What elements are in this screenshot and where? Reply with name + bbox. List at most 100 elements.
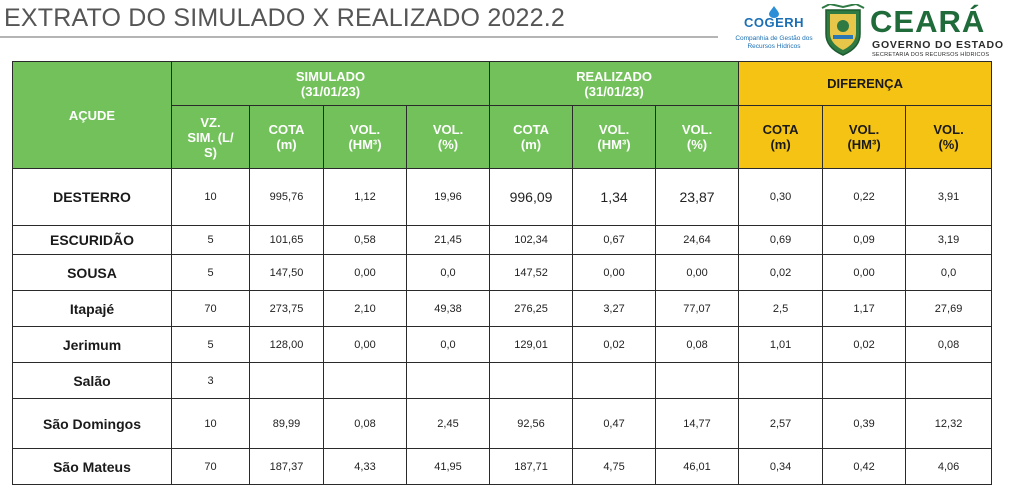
sim-pct-cell: 49,38 bbox=[405, 290, 491, 327]
dif-cota-cell: 2,57 bbox=[738, 398, 824, 449]
dif-vol-cell: 1,17 bbox=[822, 290, 907, 327]
cogerh-wordmark: COGERH bbox=[743, 15, 805, 30]
page-title: EXTRATO DO SIMULADO X REALIZADO 2022.2 bbox=[4, 4, 566, 32]
real-pct-cell: 46,01 bbox=[655, 448, 740, 485]
cogerh-subtitle: Companhia de Gestão dos Recursos Hídrico… bbox=[735, 35, 813, 50]
header-dif-cota: COTA (m) bbox=[738, 105, 824, 169]
dif-pct-cell: 27,69 bbox=[905, 290, 993, 327]
sim-vol-cell: 4,33 bbox=[323, 448, 407, 485]
real-vol-cell: 0,47 bbox=[572, 398, 657, 449]
sim-cota-cell: 101,65 bbox=[249, 225, 324, 255]
real-pct-cell: 24,64 bbox=[655, 225, 740, 255]
header-realizado: REALIZADO (31/01/23) bbox=[489, 61, 740, 106]
header-simulado: SIMULADO (31/01/23) bbox=[170, 61, 491, 106]
dif-cota-cell: 2,5 bbox=[738, 290, 824, 327]
header-real-vol-pct: VOL. (%) bbox=[655, 105, 740, 169]
table-row: SOUSA 5 147,50 0,00 0,0 147,52 0,00 0,00… bbox=[12, 254, 993, 291]
real-vol-cell bbox=[572, 362, 657, 399]
sim-vol-cell: 0,00 bbox=[323, 326, 407, 363]
sub-header-row: VZ. SIM. (L/ S) COTA (m) VOL. (HM³) VOL.… bbox=[13, 105, 993, 169]
ceara-government-label: GOVERNO DO ESTADO bbox=[872, 39, 1004, 51]
real-pct-cell: 14,77 bbox=[655, 398, 740, 449]
dif-vol-cell: 0,22 bbox=[822, 168, 907, 226]
sim-vol-cell: 1,12 bbox=[323, 168, 407, 226]
real-cota-cell: 102,34 bbox=[489, 225, 574, 255]
sim-cota-cell bbox=[249, 362, 324, 399]
title-divider bbox=[0, 36, 718, 38]
real-vol-cell: 3,27 bbox=[572, 290, 657, 327]
header-diferenca: DIFERENÇA bbox=[738, 61, 993, 106]
sim-vol-cell: 0,58 bbox=[323, 225, 407, 255]
vz-sim-cell: 10 bbox=[171, 398, 250, 449]
vz-sim-cell: 5 bbox=[171, 225, 250, 255]
header-real-cota: COTA (m) bbox=[489, 105, 574, 169]
dif-vol-cell: 0,09 bbox=[822, 225, 907, 255]
dif-pct-cell: 4,06 bbox=[905, 448, 993, 485]
header-sim-vol-hm: VOL. (HM³) bbox=[323, 105, 407, 169]
reservoir-name: ESCURIDÃO bbox=[12, 225, 172, 255]
sim-pct-cell: 0,0 bbox=[405, 326, 491, 363]
sim-cota-cell: 147,50 bbox=[249, 254, 324, 291]
table-row: São Domingos 10 89,99 0,08 2,45 92,56 0,… bbox=[12, 398, 993, 449]
table-row: Jerimum 5 128,00 0,00 0,0 129,01 0,02 0,… bbox=[12, 326, 993, 363]
dif-vol-cell: 0,39 bbox=[822, 398, 907, 449]
real-cota-cell: 92,56 bbox=[489, 398, 574, 449]
sim-pct-cell: 21,45 bbox=[405, 225, 491, 255]
dif-vol-cell bbox=[822, 362, 907, 399]
reservoir-name: Jerimum bbox=[12, 326, 172, 363]
real-pct-cell: 77,07 bbox=[655, 290, 740, 327]
real-cota-cell: 996,09 bbox=[489, 168, 574, 226]
dif-pct-cell: 3,19 bbox=[905, 225, 993, 255]
group-header-row: AÇUDE SIMULADO (31/01/23) REALIZADO (31/… bbox=[12, 61, 993, 169]
real-pct-cell: 0,08 bbox=[655, 326, 740, 363]
table-row: DESTERRO 10 995,76 1,12 19,96 996,09 1,3… bbox=[12, 168, 993, 226]
water-drop-icon bbox=[769, 6, 779, 18]
real-cota-cell: 187,71 bbox=[489, 448, 574, 485]
sim-pct-cell: 0,0 bbox=[405, 254, 491, 291]
sim-pct-cell: 19,96 bbox=[405, 168, 491, 226]
ceara-wordmark: CEARÁ bbox=[870, 4, 986, 39]
real-cota-cell: 147,52 bbox=[489, 254, 574, 291]
real-pct-cell bbox=[655, 362, 740, 399]
dif-cota-cell: 0,02 bbox=[738, 254, 824, 291]
vz-sim-cell: 5 bbox=[171, 254, 250, 291]
sim-pct-cell: 41,95 bbox=[405, 448, 491, 485]
sim-vol-cell: 0,00 bbox=[323, 254, 407, 291]
table-row: São Mateus 70 187,37 4,33 41,95 187,71 4… bbox=[12, 448, 993, 485]
header-acude: AÇUDE bbox=[12, 61, 172, 169]
dif-vol-cell: 0,00 bbox=[822, 254, 907, 291]
ceara-secretariat-label: SECRETARIA DOS RECURSOS HÍDRICOS bbox=[872, 52, 990, 58]
reservoir-name: DESTERRO bbox=[12, 168, 172, 226]
real-cota-cell bbox=[489, 362, 574, 399]
real-vol-cell: 0,00 bbox=[572, 254, 657, 291]
header-vz-sim: VZ. SIM. (L/ S) bbox=[171, 105, 250, 169]
dif-vol-cell: 0,42 bbox=[822, 448, 907, 485]
sim-vol-cell: 0,08 bbox=[323, 398, 407, 449]
reservoir-name: SOUSA bbox=[12, 254, 172, 291]
ceara-logo: CEARÁ GOVERNO DO ESTADO SECRETARIA DOS R… bbox=[868, 4, 1018, 58]
sim-pct-cell: 2,45 bbox=[405, 398, 491, 449]
vz-sim-cell: 70 bbox=[171, 448, 250, 485]
vz-sim-cell: 70 bbox=[171, 290, 250, 327]
reservoir-name: Salão bbox=[12, 362, 172, 399]
header-real-vol-hm: VOL. (HM³) bbox=[572, 105, 657, 169]
sim-cota-cell: 187,37 bbox=[249, 448, 324, 485]
sim-vol-cell bbox=[323, 362, 407, 399]
real-vol-cell: 4,75 bbox=[572, 448, 657, 485]
dif-pct-cell: 12,32 bbox=[905, 398, 993, 449]
table-row: Salão 3 bbox=[12, 362, 993, 399]
dif-pct-cell: 3,91 bbox=[905, 168, 993, 226]
sim-cota-cell: 995,76 bbox=[249, 168, 324, 226]
vz-sim-cell: 3 bbox=[171, 362, 250, 399]
header-dif-vol-pct: VOL. (%) bbox=[905, 105, 993, 169]
real-vol-cell: 0,02 bbox=[572, 326, 657, 363]
header-dif-vol-hm: VOL. (HM³) bbox=[822, 105, 907, 169]
reservoir-name: Itapajé bbox=[12, 290, 172, 327]
sim-vol-cell: 2,10 bbox=[323, 290, 407, 327]
header-sim-cota: COTA (m) bbox=[249, 105, 324, 169]
dif-cota-cell: 1,01 bbox=[738, 326, 824, 363]
dif-cota-cell: 0,30 bbox=[738, 168, 824, 226]
dif-cota-cell: 0,34 bbox=[738, 448, 824, 485]
reservoir-name: São Domingos bbox=[12, 398, 172, 449]
real-cota-cell: 276,25 bbox=[489, 290, 574, 327]
